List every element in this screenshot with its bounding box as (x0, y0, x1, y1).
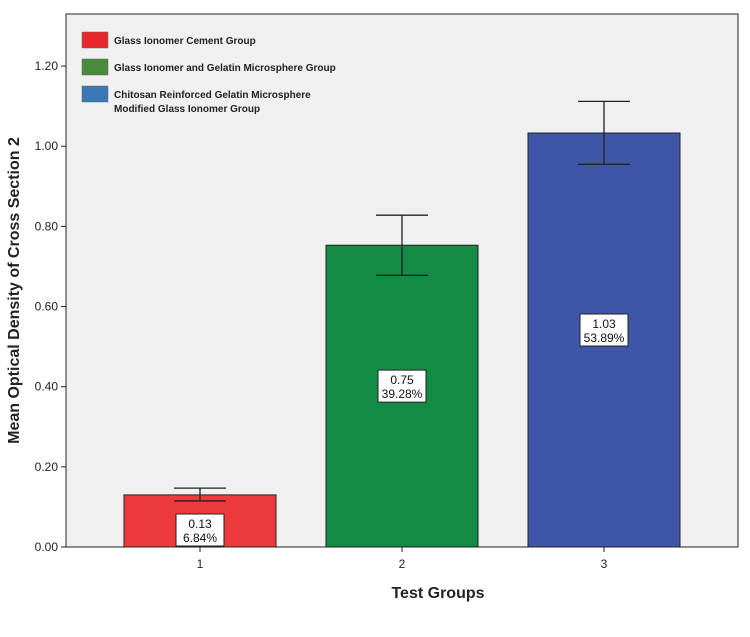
y-tick-label: 0.20 (35, 460, 59, 474)
y-tick-label: 1.20 (35, 59, 59, 73)
y-tick-label: 0.00 (35, 540, 59, 554)
y-tick-label: 1.00 (35, 139, 59, 153)
data-label-percent: 6.84% (183, 531, 217, 545)
legend-label: Glass Ionomer Cement Group (114, 36, 256, 47)
data-label-percent: 39.28% (382, 387, 423, 401)
legend-swatch (81, 58, 109, 76)
data-label-box (175, 513, 225, 547)
data-label-value: 1.03 (592, 317, 616, 331)
y-tick-label: 0.80 (35, 219, 59, 233)
y-tick-label: 0.40 (35, 380, 59, 394)
x-tick-label: 3 (601, 557, 608, 571)
x-tick-label: 2 (399, 557, 406, 571)
legend-label: Glass Ionomer and Gelatin Microsphere Gr… (114, 63, 336, 74)
legend-label: Modified Glass Ionomer Group (114, 104, 260, 115)
data-label-percent: 53.89% (584, 331, 625, 345)
legend-label: Chitosan Reinforced Gelatin Microsphere (114, 90, 311, 101)
data-label-box (377, 369, 427, 403)
legend-swatch (81, 85, 109, 103)
data-label-value: 0.75 (390, 373, 414, 387)
legend-swatch (81, 31, 109, 49)
x-axis-label: Test Groups (391, 585, 484, 602)
y-axis-label: Mean Optical Density of Cross Section 2 (6, 137, 23, 444)
data-label-value: 0.13 (188, 517, 212, 531)
y-tick-label: 0.60 (35, 300, 59, 314)
data-label-box (579, 313, 629, 347)
x-tick-label: 1 (197, 557, 204, 571)
